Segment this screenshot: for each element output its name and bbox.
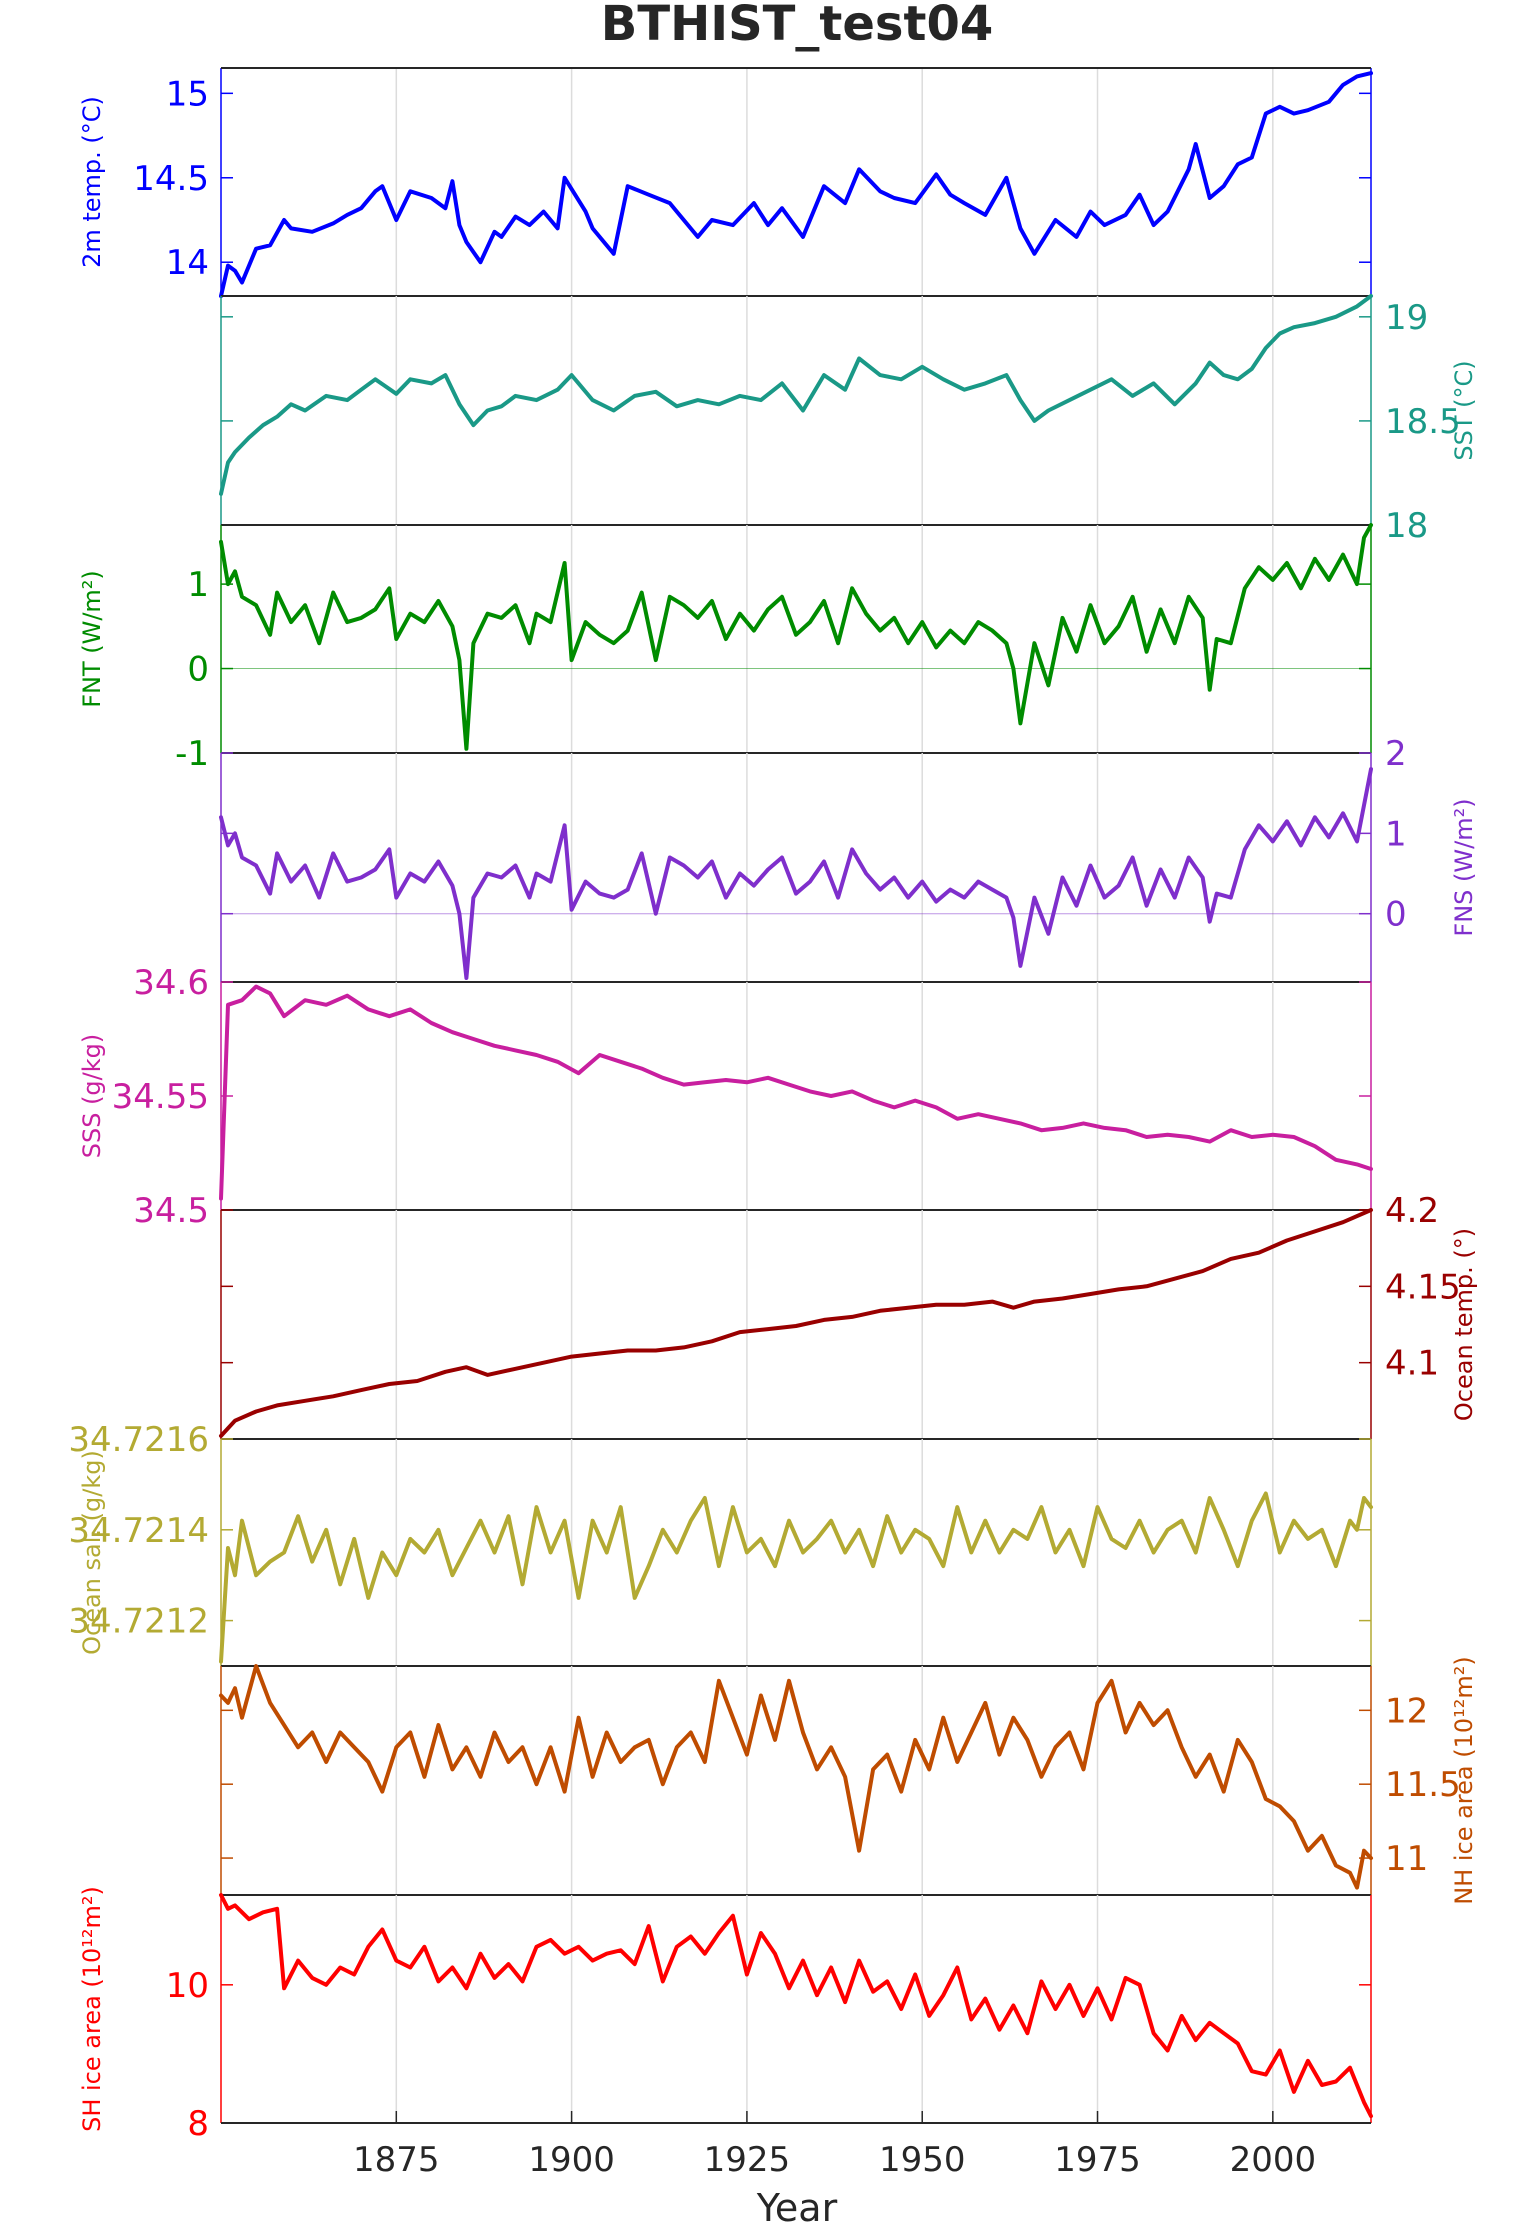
y-tick-label: 34.5 <box>133 1191 209 1231</box>
y-tick-label: 4.1 <box>1385 1344 1439 1384</box>
y-tick-label: 0 <box>1385 895 1407 935</box>
y-axis-label: Ocean temp. (°) <box>1450 1228 1478 1421</box>
series-line-siarea_sh <box>219 1893 1373 2119</box>
y-tick-label: -1 <box>175 734 209 774</box>
y-tick-label: 12 <box>1385 1691 1428 1731</box>
y-tick-label: 1 <box>1385 814 1407 854</box>
x-tick-label: 1900 <box>528 2140 615 2180</box>
x-tick-label: 1950 <box>879 2140 966 2180</box>
series-line-siarea_nh <box>219 1664 1373 1890</box>
chart-title: BTHIST_test04 <box>601 0 993 52</box>
y-tick-label: 18.5 <box>1385 402 1461 442</box>
panel-tas: 14 14.5 15 2m temp. (°C) <box>78 67 1373 298</box>
y-tick-label: 34.7212 <box>68 1602 209 1642</box>
panel-fns: 0 1 2 FNS (W/m²) <box>219 734 1478 983</box>
y-tick-label: 8 <box>187 2104 209 2144</box>
x-axis-label: Year <box>756 2186 838 2230</box>
y-tick-label: 34.55 <box>112 1077 209 1117</box>
series-line-fnt <box>219 523 1373 751</box>
panel-siarea_nh: 11 11.5 12 NH ice area (10¹²m²) <box>219 1656 1478 1905</box>
y-tick-label: 34.7214 <box>68 1511 209 1551</box>
y-tick-label: 14 <box>166 243 209 283</box>
y-tick-label: 1 <box>187 565 209 605</box>
x-tick-label: 2000 <box>1230 2140 1317 2180</box>
panel-thetao: 4.1 4.15 4.2 Ocean temp. (°) <box>219 1191 1478 1440</box>
y-axis-label: SSS (g/kg) <box>78 1034 106 1159</box>
y-tick-label: 34.7216 <box>68 1420 209 1460</box>
y-axis-label: NH ice area (10¹²m²) <box>1450 1656 1478 1905</box>
y-axis-label: FNS (W/m²) <box>1450 798 1478 936</box>
y-tick-label: 14.5 <box>133 159 209 199</box>
y-axis-label: Ocean sal. (g/kg) <box>78 1450 106 1655</box>
y-tick-label: 11.5 <box>1385 1765 1461 1805</box>
panel-siarea_sh: 8 10 SH ice area (10¹²m²) <box>78 1886 1373 2144</box>
x-axis: 1875 1900 1925 1950 1975 2000 <box>353 2111 1316 2180</box>
y-tick-label: 0 <box>187 650 209 690</box>
series-line-sst <box>219 294 1373 496</box>
y-tick-label: 18 <box>1385 506 1428 546</box>
y-tick-label: 15 <box>166 74 209 114</box>
series-line-tas <box>219 71 1373 298</box>
y-axis-label: SST (°C) <box>1450 360 1478 460</box>
series-line-thetao <box>219 1208 1373 1438</box>
y-tick-label: 2 <box>1385 734 1407 774</box>
panel-fnt: -1 0 1 FNT (W/m²) <box>78 523 1373 774</box>
y-tick-label: 10 <box>166 1966 209 2006</box>
series-line-sss <box>219 984 1373 1201</box>
y-axis-label: 2m temp. (°C) <box>78 96 106 268</box>
y-axis-label: SH ice area (10¹²m²) <box>78 1886 106 2132</box>
x-tick-label: 1925 <box>704 2140 791 2180</box>
y-tick-label: 4.2 <box>1385 1191 1439 1231</box>
y-tick-label: 11 <box>1385 1839 1428 1879</box>
panel-sst: 18 18.5 19 SST (°C) <box>219 294 1478 546</box>
x-tick-label: 1875 <box>353 2140 440 2180</box>
series-line-so <box>219 1491 1373 1664</box>
series-line-fns <box>219 767 1373 980</box>
y-tick-label: 34.6 <box>133 963 209 1003</box>
y-tick-label: 19 <box>1385 298 1428 338</box>
y-tick-label: 4.15 <box>1385 1267 1461 1307</box>
y-axis-label: FNT (W/m²) <box>78 570 106 708</box>
x-tick-label: 1975 <box>1054 2140 1141 2180</box>
